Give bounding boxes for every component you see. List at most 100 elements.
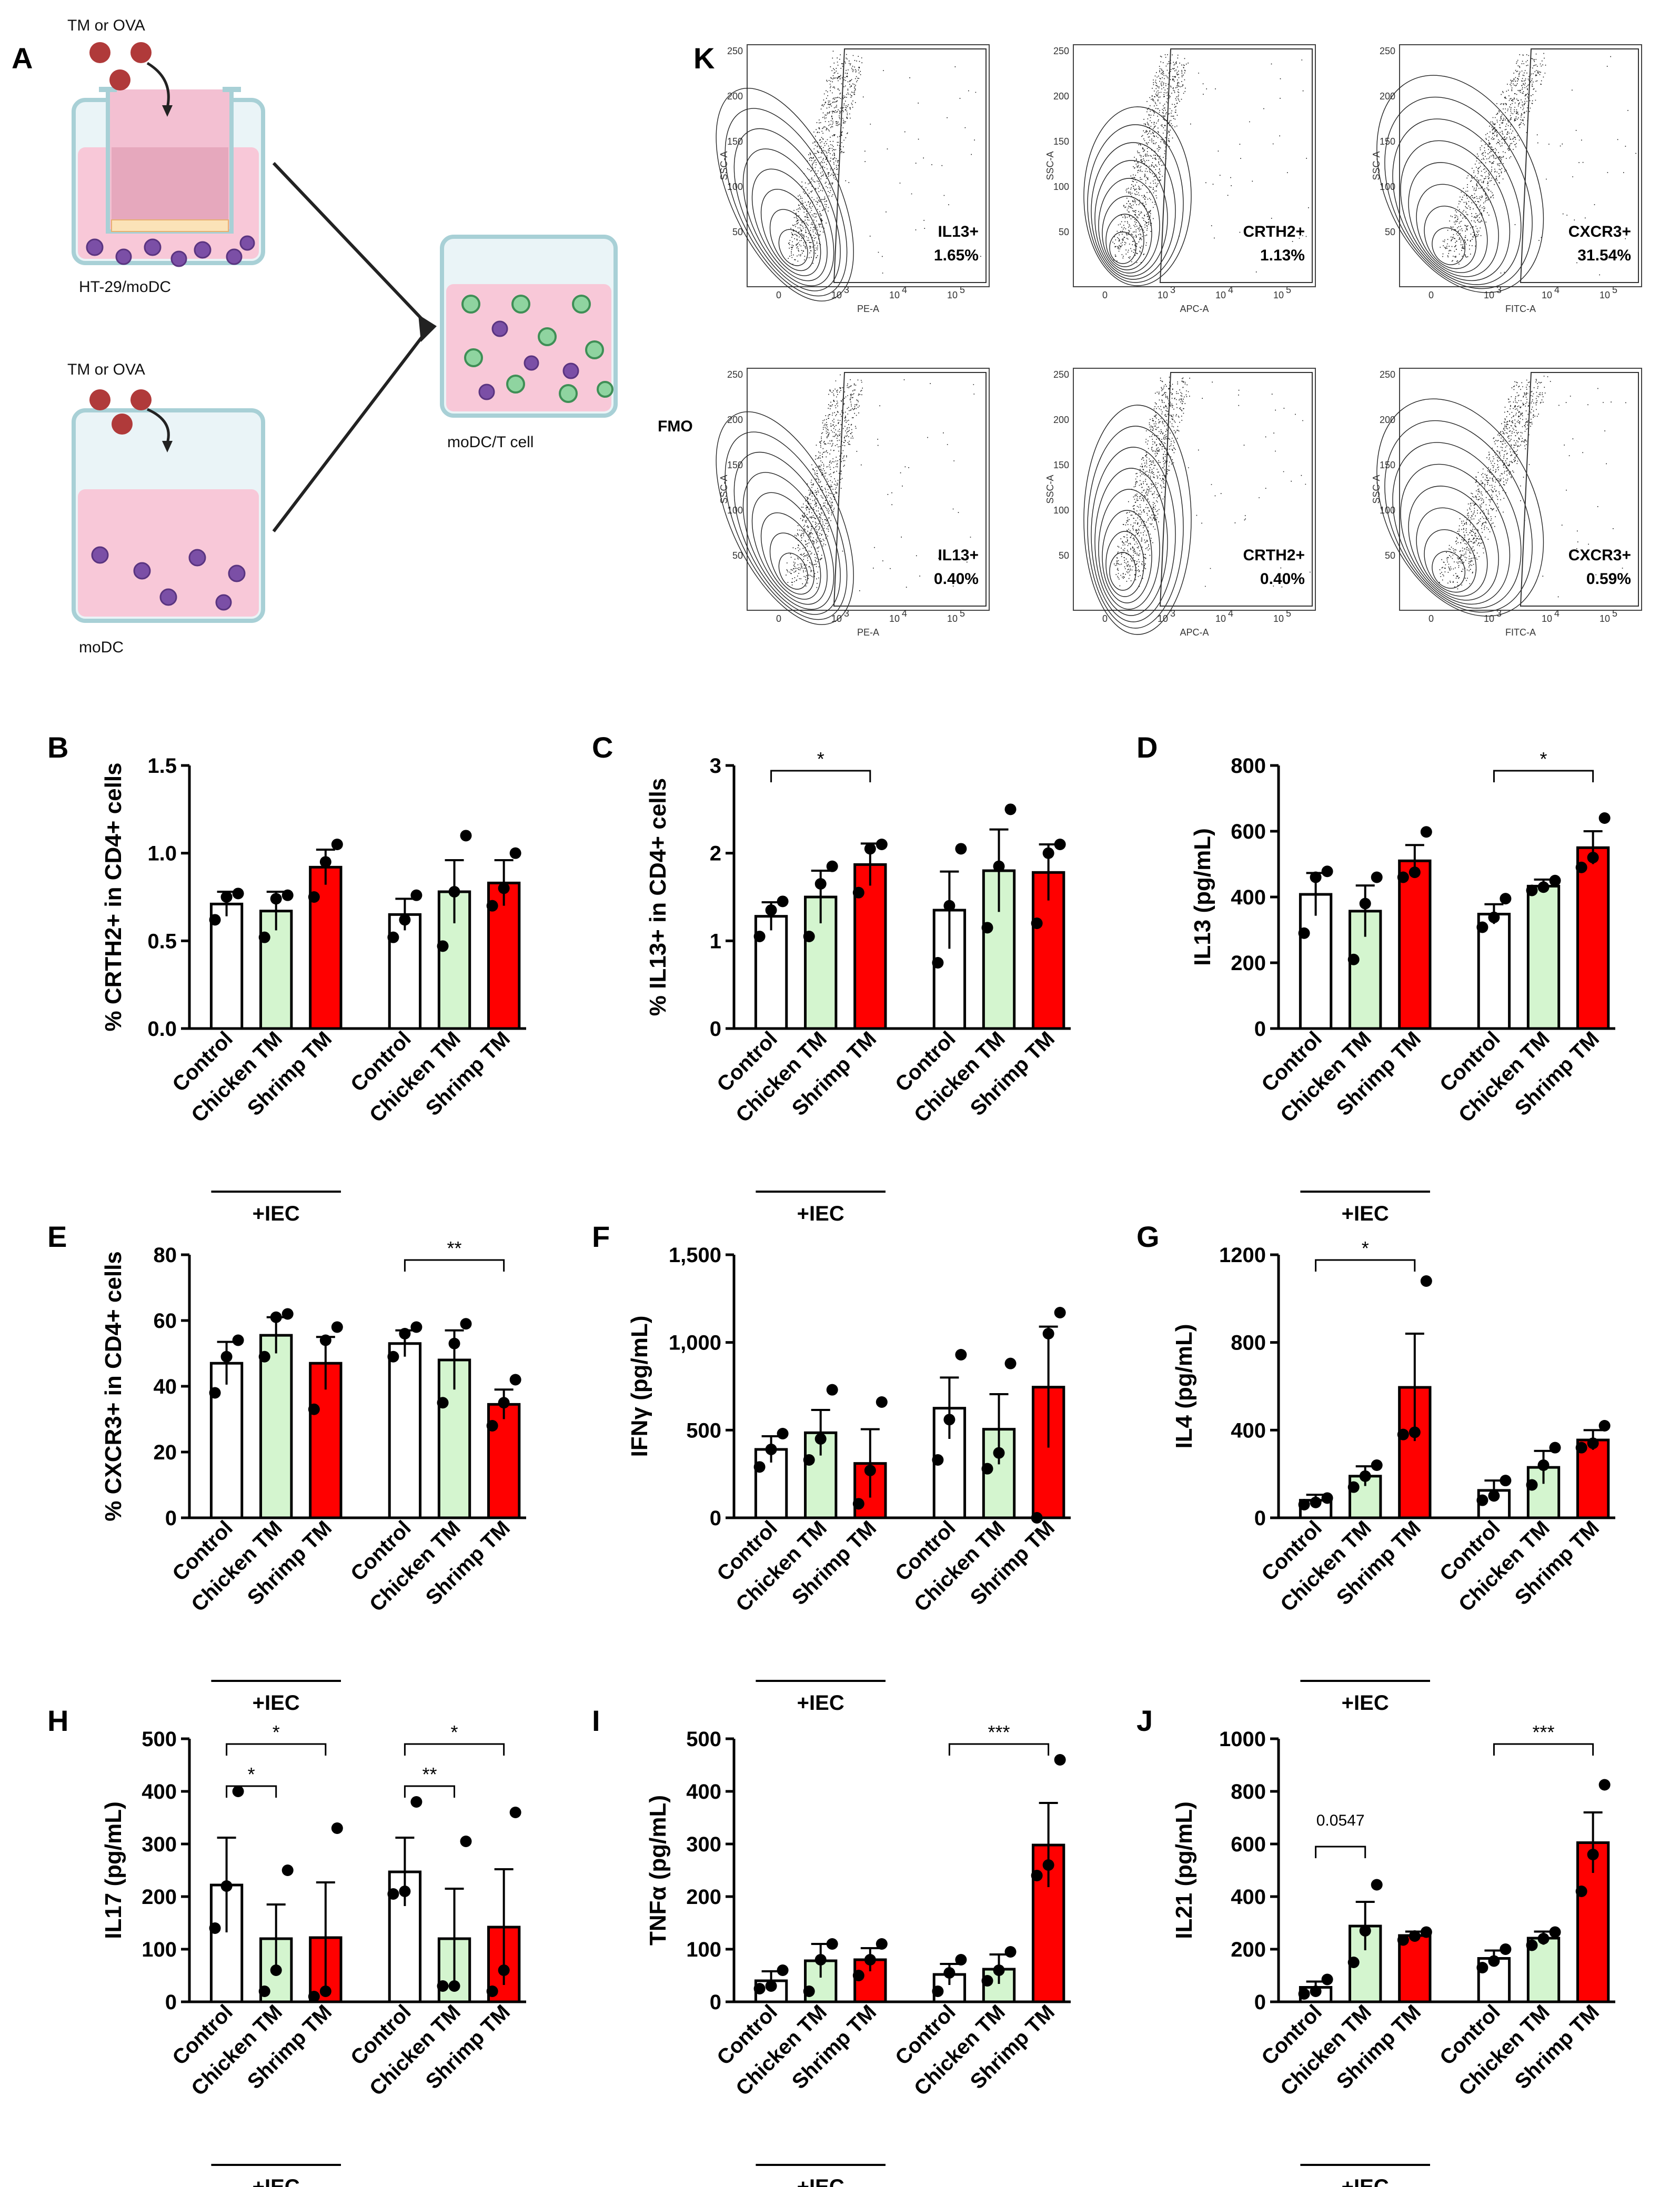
data-point bbox=[955, 1349, 967, 1360]
flow-x-tick: 10 bbox=[1215, 613, 1226, 624]
bar bbox=[1526, 884, 1561, 1030]
y-tick-label: 400 bbox=[686, 1780, 721, 1803]
flow-gate-percent: 0.59% bbox=[1586, 570, 1631, 588]
data-point bbox=[498, 1964, 510, 1976]
flow-contour bbox=[1432, 551, 1466, 589]
bottom-well-label: moDC bbox=[79, 639, 124, 656]
data-point bbox=[777, 1964, 789, 1976]
significance-label: *** bbox=[1533, 1721, 1555, 1743]
data-point bbox=[943, 1967, 955, 1979]
y-tick-label: 300 bbox=[686, 1833, 721, 1856]
flow-x-tick-exponent: 5 bbox=[1612, 285, 1617, 295]
data-point bbox=[1488, 1490, 1500, 1502]
y-tick-label: 40 bbox=[154, 1375, 177, 1398]
data-point bbox=[232, 1786, 244, 1797]
y-tick-label: 0 bbox=[165, 1991, 177, 2014]
data-point bbox=[932, 957, 944, 969]
data-point bbox=[876, 1396, 888, 1408]
panel-label: E bbox=[47, 1220, 67, 1253]
flow-contour bbox=[1102, 196, 1152, 270]
y-tick-label: 200 bbox=[686, 1886, 721, 1909]
flow-gate-percent: 0.40% bbox=[934, 570, 979, 588]
data-point bbox=[220, 891, 233, 903]
flow-contour bbox=[1408, 486, 1499, 601]
data-point bbox=[281, 1308, 294, 1320]
data-point bbox=[1537, 1933, 1550, 1944]
y-axis-label: IL13 (pg/mL) bbox=[1190, 828, 1215, 966]
flow-gate-name: CRTH2+ bbox=[1243, 547, 1305, 564]
y-tick-label: 500 bbox=[686, 1419, 721, 1442]
data-point bbox=[1549, 1442, 1561, 1454]
y-tick-label: 1.0 bbox=[147, 842, 177, 865]
data-point bbox=[993, 1964, 1005, 1976]
flow-gate bbox=[1159, 48, 1313, 283]
y-tick-label: 200 bbox=[142, 1886, 177, 1909]
y-tick-label: 300 bbox=[142, 1833, 177, 1856]
data-point bbox=[448, 1337, 460, 1349]
flow-gate-percent: 0.40% bbox=[1260, 570, 1305, 588]
flow-contour bbox=[1424, 529, 1477, 593]
data-point bbox=[1359, 898, 1371, 910]
y-axis-label: IL4 (pg/mL) bbox=[1171, 1324, 1197, 1448]
flow-plot-frame bbox=[747, 44, 990, 287]
flow-y-tick: 250 bbox=[1053, 369, 1069, 380]
flow-y-tick: 50 bbox=[732, 227, 743, 237]
data-point bbox=[331, 1321, 343, 1333]
target-well-label: moDC/T cell bbox=[447, 434, 534, 451]
flow-x-tick: 10 bbox=[1484, 613, 1494, 624]
flow-y-tick: 50 bbox=[1385, 227, 1395, 237]
data-point bbox=[509, 847, 521, 859]
panel-a-label: A bbox=[12, 42, 33, 75]
flow-contour bbox=[1432, 227, 1466, 265]
flow-y-tick: 150 bbox=[727, 136, 743, 147]
data-point bbox=[1298, 1988, 1310, 2000]
y-tick-label: 20 bbox=[154, 1441, 177, 1464]
data-point bbox=[753, 1461, 766, 1473]
data-point bbox=[437, 1980, 449, 1992]
y-tick-label: 0.0 bbox=[147, 1017, 177, 1041]
y-tick-label: 600 bbox=[1231, 820, 1266, 843]
data-point bbox=[814, 1433, 827, 1445]
data-point bbox=[1321, 1492, 1333, 1504]
flow-contour bbox=[1094, 160, 1168, 277]
flow-plot-frame bbox=[1073, 44, 1316, 287]
flow-y-tick: 50 bbox=[1059, 227, 1069, 237]
flow-gate bbox=[1520, 48, 1639, 283]
significance-bracket bbox=[226, 1743, 327, 1756]
data-point bbox=[220, 1880, 233, 1892]
data-point bbox=[943, 900, 955, 912]
panel-label: J bbox=[1136, 1704, 1153, 1737]
flow-x-tick-exponent: 5 bbox=[960, 608, 965, 619]
data-point bbox=[1575, 861, 1587, 873]
flow-y-tick: 150 bbox=[1380, 460, 1395, 470]
flow-x-tick-exponent: 3 bbox=[844, 608, 849, 619]
data-point bbox=[448, 1980, 460, 1992]
y-tick-label: 0 bbox=[710, 1507, 721, 1530]
flow-contour bbox=[1105, 214, 1144, 267]
data-point bbox=[1031, 1512, 1043, 1524]
data-point bbox=[270, 1311, 282, 1323]
flow-x-tick: 10 bbox=[1158, 290, 1168, 300]
flow-x-tick-exponent: 4 bbox=[1228, 285, 1233, 295]
flow-contour bbox=[1416, 507, 1488, 597]
y-axis-label: % CRTH2+ in CD4+ cells bbox=[100, 762, 126, 1031]
data-point bbox=[864, 1954, 876, 1966]
data-point bbox=[270, 893, 282, 905]
significance-label: * bbox=[451, 1721, 458, 1743]
data-point bbox=[1598, 1779, 1611, 1791]
data-point bbox=[258, 931, 270, 943]
data-point bbox=[1587, 1437, 1599, 1449]
data-point bbox=[509, 1807, 521, 1818]
data-point bbox=[932, 1454, 944, 1466]
data-point bbox=[486, 900, 498, 912]
flow-x-tick-exponent: 5 bbox=[1612, 608, 1617, 619]
data-point bbox=[258, 1351, 270, 1363]
data-point bbox=[437, 1397, 449, 1409]
panel-label: H bbox=[47, 1704, 68, 1737]
